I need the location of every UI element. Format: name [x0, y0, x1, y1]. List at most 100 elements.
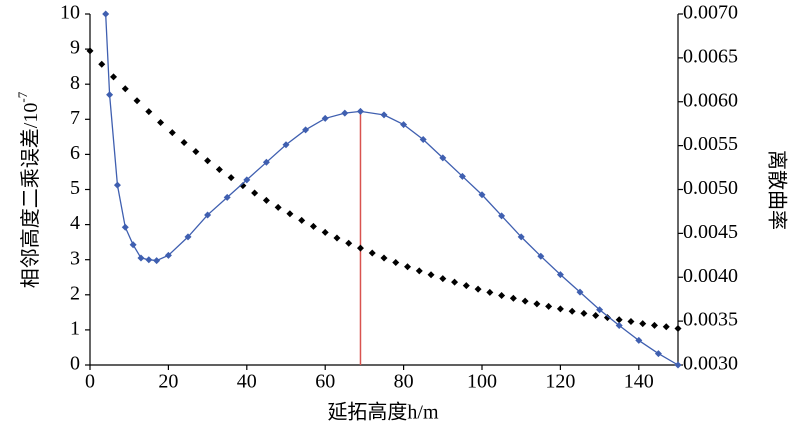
data-point [113, 181, 121, 189]
data-point [533, 300, 541, 308]
data-point [286, 210, 294, 218]
x-tick-label: 140 [624, 371, 654, 393]
data-point [498, 292, 506, 300]
y-tick-label: 7 [70, 107, 80, 129]
data-point [215, 165, 223, 173]
data-point [309, 222, 317, 230]
data-point [498, 212, 506, 220]
data-point [243, 176, 251, 184]
data-point [262, 196, 270, 204]
y2-tick-label: 0.0065 [683, 45, 738, 67]
data-point [333, 234, 341, 242]
data-point [419, 135, 427, 143]
x-tick-label: 40 [237, 371, 257, 393]
data-point [321, 228, 329, 236]
data-point [568, 307, 576, 315]
data-point [86, 47, 94, 55]
data-point [145, 256, 153, 264]
data-point [282, 141, 290, 149]
data-point [356, 244, 364, 252]
data-point [98, 60, 106, 68]
series-line [105, 13, 679, 366]
data-point [121, 223, 129, 231]
data-point [537, 252, 545, 260]
y-tick-label: 2 [70, 282, 80, 304]
y2-tick-label: 0.0040 [683, 265, 738, 287]
y-axis-label-text: 相邻高度二乘误差/10 [19, 103, 42, 289]
y-axis-label-exponent: -7 [15, 91, 30, 102]
data-point [102, 10, 110, 18]
data-point [192, 148, 200, 156]
data-point [404, 263, 412, 271]
y2-tick-label: 0.0045 [683, 221, 738, 243]
data-point [262, 158, 270, 166]
data-point [596, 306, 604, 314]
data-point [137, 254, 145, 262]
y2-tick-label: 0.0035 [683, 309, 738, 331]
y2-tick-label: 0.0050 [683, 177, 738, 199]
data-point [168, 129, 176, 137]
data-point [458, 172, 466, 180]
y-tick-label: 5 [70, 177, 80, 199]
x-tick-label: 80 [394, 371, 414, 393]
data-point [392, 259, 400, 267]
data-point [462, 282, 470, 290]
data-point [674, 324, 682, 332]
data-point [474, 285, 482, 293]
data-point [223, 193, 231, 201]
y2-tick-label: 0.0030 [683, 353, 738, 375]
data-point [662, 323, 670, 331]
data-point [592, 312, 600, 320]
data-point [184, 233, 192, 241]
data-point [274, 203, 282, 211]
x-tick-label: 100 [467, 371, 497, 393]
data-point [517, 233, 525, 241]
data-point [110, 73, 118, 81]
data-point [157, 118, 165, 126]
data-point [650, 321, 658, 329]
data-point [451, 278, 459, 286]
data-point [164, 251, 172, 259]
data-point [615, 322, 623, 330]
x-tick-label: 120 [545, 371, 575, 393]
data-point [615, 316, 623, 324]
y-axis-label: 相邻高度二乘误差/10-7 [15, 91, 42, 288]
data-point [639, 320, 647, 328]
data-point [674, 361, 682, 369]
y2-tick-label: 0.0055 [683, 133, 738, 155]
data-point [576, 288, 584, 296]
y-tick-label: 8 [70, 72, 80, 94]
y2-axis-label: 离散曲率 [765, 150, 788, 230]
data-point [427, 271, 435, 279]
data-point [204, 157, 212, 165]
y-tick-label: 4 [70, 212, 80, 234]
data-point [121, 85, 129, 93]
data-point [341, 109, 349, 117]
data-point [415, 267, 423, 275]
data-point [545, 302, 553, 310]
x-axis-label: 延拓高度h/m [327, 401, 439, 424]
data-point [478, 191, 486, 199]
data-point [204, 211, 212, 219]
data-point [180, 138, 188, 146]
data-point [400, 121, 408, 129]
data-point [603, 314, 611, 322]
data-point [627, 317, 635, 325]
data-point [298, 216, 306, 224]
x-tick-label: 0 [85, 371, 95, 393]
data-point [133, 97, 141, 105]
data-point [380, 111, 388, 119]
y2-tick-label: 0.0070 [683, 2, 738, 24]
x-tick-label: 20 [158, 371, 178, 393]
data-point [302, 126, 310, 134]
data-point [145, 108, 153, 116]
data-point [368, 249, 376, 257]
y-tick-label: 3 [70, 247, 80, 269]
data-point [129, 241, 137, 249]
y-tick-label: 6 [70, 142, 80, 164]
x-tick-label: 60 [315, 371, 335, 393]
data-point [251, 189, 259, 197]
data-point [654, 350, 662, 358]
y-tick-label: 0 [70, 353, 80, 375]
